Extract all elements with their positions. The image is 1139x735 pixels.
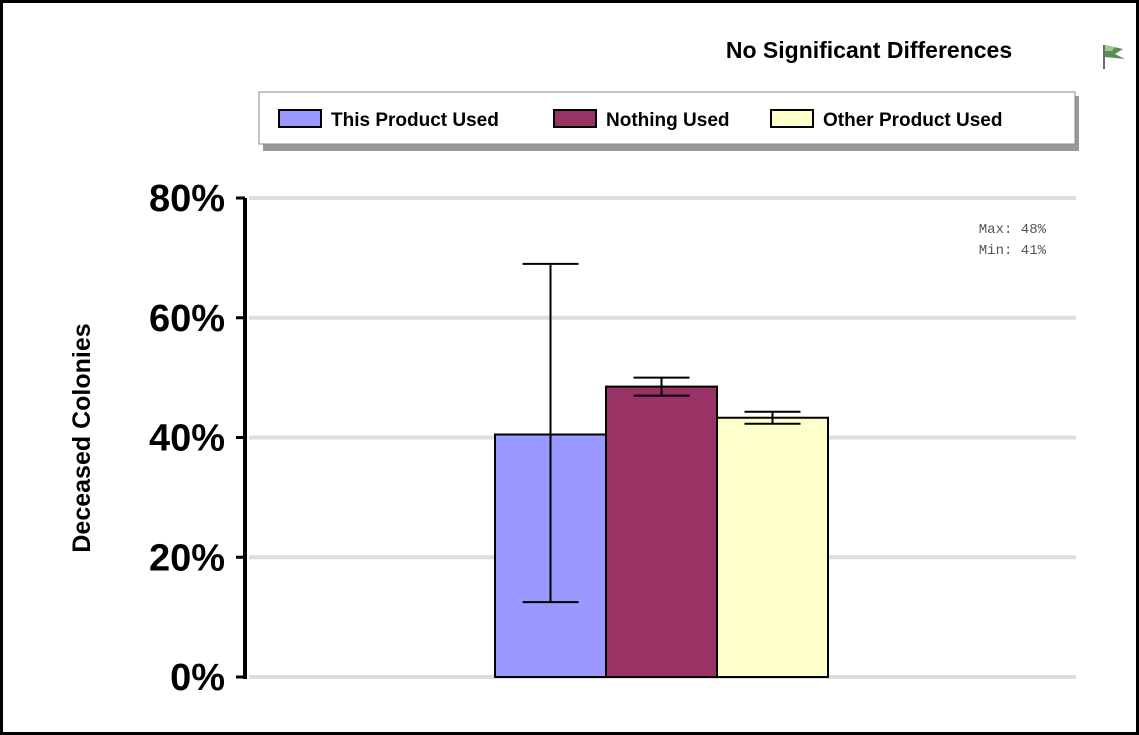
flag-icon[interactable] (1103, 45, 1125, 69)
min-annotation: Min: 41% (979, 243, 1047, 259)
error-bars (522, 262, 801, 604)
y-tick-label: 20% (149, 537, 225, 579)
bars (494, 385, 829, 678)
legend-label: Other Product Used (823, 110, 1002, 131)
y-axis-label: Deceased Colonies (68, 323, 96, 552)
y-tick-label: 40% (149, 418, 225, 460)
y-tick-label: 80% (149, 178, 225, 220)
y-axis-ticks: 0% 20% 40% 60% 80% (149, 178, 245, 699)
y-tick-label: 60% (149, 298, 225, 340)
bar (605, 385, 718, 678)
max-annotation: Max: 48% (979, 222, 1047, 238)
legend-swatch (278, 109, 322, 128)
legend-swatch (770, 109, 814, 128)
legend-label: This Product Used (331, 110, 499, 131)
bar (716, 416, 829, 678)
legend-swatch (553, 109, 597, 128)
chart-svg: No Significant Differences This Product … (68, 37, 1125, 699)
y-tick-label: 0% (170, 657, 225, 699)
chart-title: No Significant Differences (726, 37, 1012, 63)
legend-label: Nothing Used (606, 110, 730, 131)
legend: This Product Used Nothing Used Other Produ… (258, 91, 1079, 151)
